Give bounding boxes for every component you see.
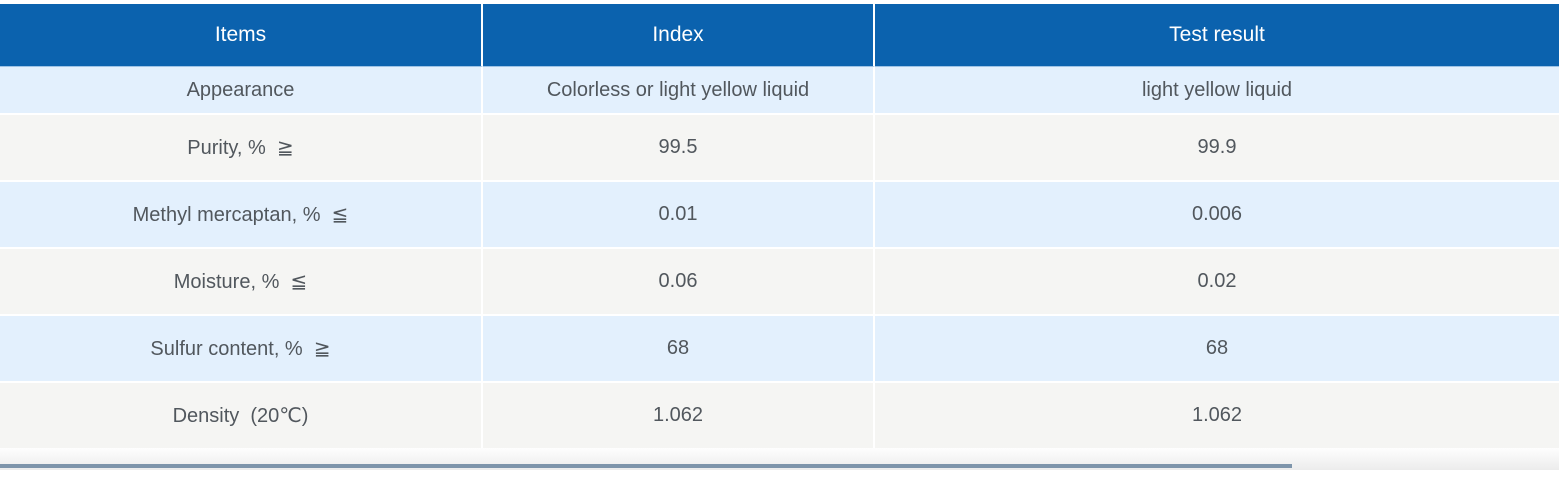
test-result-cell: 0.006 <box>875 180 1559 247</box>
item-cell: Appearance <box>0 67 483 113</box>
index-cell: 0.06 <box>483 247 875 314</box>
item-cell: Methyl mercaptan, % ≦ <box>0 180 483 247</box>
index-cell: 1.062 <box>483 381 875 448</box>
horizontal-scrollbar-thumb[interactable] <box>0 464 1292 468</box>
spec-table: Items Index Test result Appearance Color… <box>0 4 1559 448</box>
test-result-cell: 0.02 <box>875 247 1559 314</box>
column-header-test-result: Test result <box>875 4 1559 67</box>
spec-table-header: Items Index Test result <box>0 4 1559 67</box>
horizontal-scrollbar-track[interactable] <box>0 463 1559 470</box>
spec-table-body: Appearance Colorless or light yellow liq… <box>0 67 1559 448</box>
test-result-cell: 68 <box>875 314 1559 381</box>
table-row: Moisture, % ≦ 0.06 0.02 <box>0 247 1559 314</box>
column-header-index: Index <box>483 4 875 67</box>
item-cell: Density (20℃) <box>0 381 483 448</box>
item-cell: Sulfur content, % ≧ <box>0 314 483 381</box>
index-cell: 68 <box>483 314 875 381</box>
column-header-items: Items <box>0 4 483 67</box>
item-cell: Purity, % ≧ <box>0 113 483 180</box>
item-cell: Moisture, % ≦ <box>0 247 483 314</box>
test-result-cell: light yellow liquid <box>875 67 1559 113</box>
test-result-cell: 1.062 <box>875 381 1559 448</box>
index-cell: Colorless or light yellow liquid <box>483 67 875 113</box>
table-row: Sulfur content, % ≧ 68 68 <box>0 314 1559 381</box>
table-row: Density (20℃) 1.062 1.062 <box>0 381 1559 448</box>
table-row: Purity, % ≧ 99.5 99.9 <box>0 113 1559 180</box>
index-cell: 0.01 <box>483 180 875 247</box>
index-cell: 99.5 <box>483 113 875 180</box>
table-row: Methyl mercaptan, % ≦ 0.01 0.006 <box>0 180 1559 247</box>
table-row: Appearance Colorless or light yellow liq… <box>0 67 1559 113</box>
page-footer <box>0 448 1559 470</box>
test-result-cell: 99.9 <box>875 113 1559 180</box>
header-row: Items Index Test result <box>0 4 1559 67</box>
